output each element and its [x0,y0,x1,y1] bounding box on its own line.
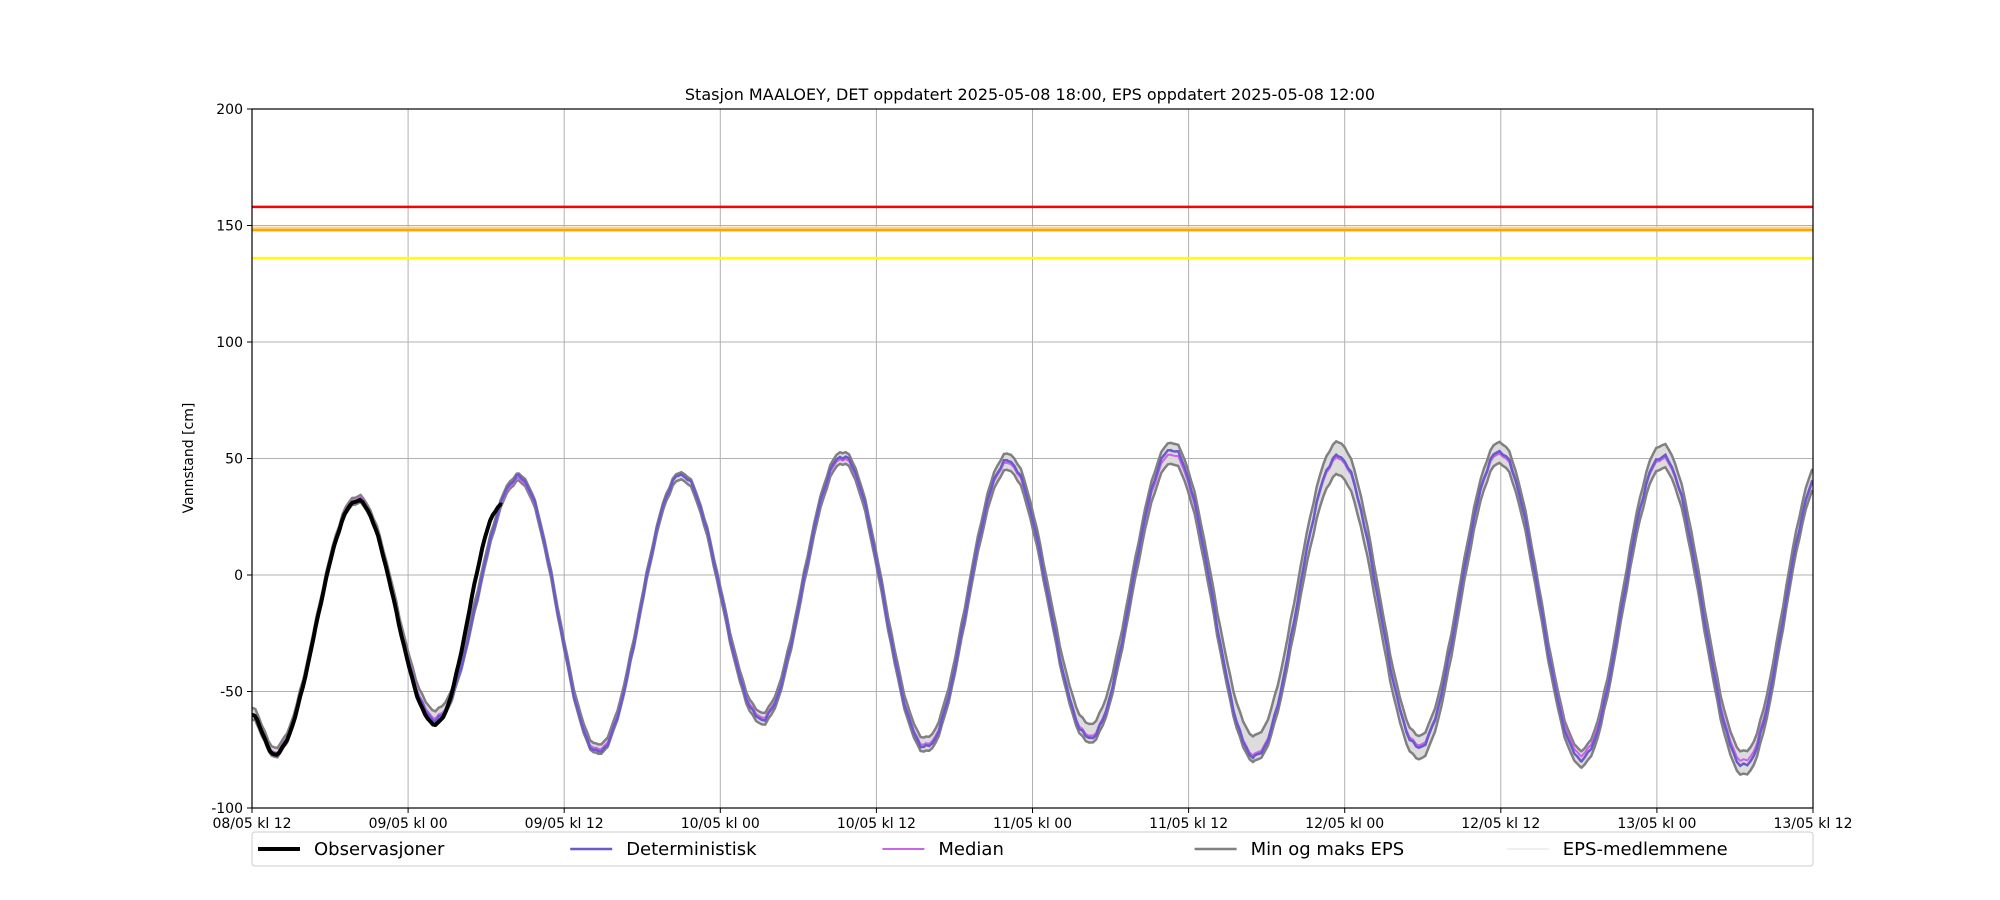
chart-title: Stasjon MAALOEY, DET oppdatert 2025-05-0… [685,85,1375,104]
x-tick-label: 09/05 kl 12 [525,816,604,832]
y-tick-label: -100 [211,801,243,817]
y-tick-label: 50 [225,452,243,468]
threshold-lines [252,205,1813,260]
legend-label: Median [938,839,1003,860]
legend-label: Deterministisk [626,839,757,860]
x-tick-label: 08/05 kl 12 [212,816,291,832]
x-tick-label: 13/05 kl 12 [1773,816,1852,832]
y-tick-label: 100 [216,335,243,351]
x-tick-label: 10/05 kl 12 [837,816,916,832]
eps-min-line [251,461,1814,777]
legend: Observasjoner Deterministisk Median Min og … [251,831,1814,867]
x-tick-label: 10/05 kl 00 [681,816,760,832]
x-tick-label: 09/05 kl 00 [369,816,448,832]
y-tick-label: 0 [234,568,243,584]
x-ticks: 08/05 kl 12 09/05 kl 00 09/05 kl 12 10/05 k… [212,808,1853,832]
x-tick-label: 11/05 kl 00 [993,816,1072,832]
x-tick-label: 12/05 kl 00 [1305,816,1384,832]
observations-line [251,498,503,757]
legend-label: Observasjoner [314,839,445,860]
x-tick-label: 11/05 kl 12 [1149,816,1228,832]
deterministic-line [251,448,1814,768]
y-axis-label: Vannstand [cm] [181,403,197,514]
series-lines [251,439,1814,777]
legend-label: Min og maks EPS [1251,839,1405,860]
legend-box [251,831,1814,867]
y-tick-label: 200 [216,102,243,118]
y-tick-label: -50 [220,685,243,701]
gridlines [251,108,1814,809]
y-tick-label: 150 [216,219,243,235]
legend-label: EPS-medlemmene [1563,839,1728,860]
x-tick-label: 12/05 kl 12 [1461,816,1540,832]
y-ticks: -100 -50 0 50 100 150 200 [211,102,252,817]
x-tick-label: 13/05 kl 00 [1617,816,1696,832]
